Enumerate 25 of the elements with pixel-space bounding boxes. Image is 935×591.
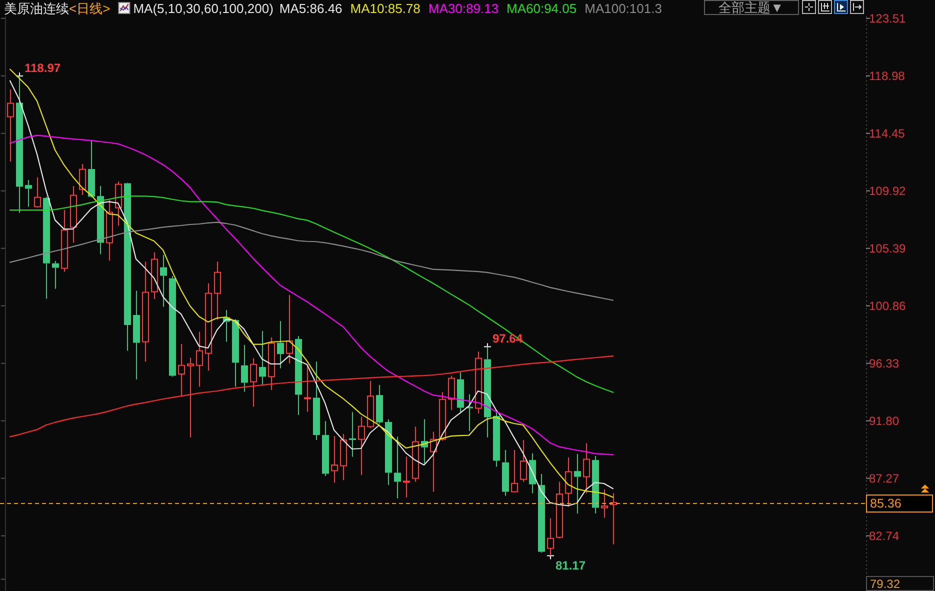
subtitle: <日线> <box>69 1 110 16</box>
y-tick-label: 79.32 <box>866 576 934 591</box>
y-tick-label: 118.98 <box>869 68 905 83</box>
button: 全部主题▼ <box>704 0 799 15</box>
y-tick-label: 109.92 <box>869 184 906 198</box>
legend-item: MA100:101.3 <box>584 1 662 16</box>
legend-item: MA10:85.78 <box>350 1 420 16</box>
y-tick-label: 96.33 <box>869 356 900 370</box>
ref-line-label: 85.36 <box>866 494 933 512</box>
y-tick-label: 82.74 <box>869 528 900 543</box>
annotation: 118.97 <box>24 61 61 76</box>
y-tick-label: 100.86 <box>869 298 906 313</box>
legend-item: MA30:89.13 <box>428 1 498 16</box>
y-tick-label: 91.80 <box>869 414 900 428</box>
y-tick-label: 79.32 <box>870 577 900 591</box>
annotation: 81.17 <box>556 558 586 573</box>
ref-line-label: 85.36 <box>870 496 902 510</box>
y-tick-label: 114.45 <box>869 126 905 140</box>
y-tick-label: 87.27 <box>869 471 900 486</box>
legend-item: MA5:86.46 <box>279 1 342 16</box>
y-tick-label: 123.51 <box>869 11 906 26</box>
y-tick-label: 105.39 <box>869 241 906 256</box>
title: 美原油连续 <box>4 1 69 16</box>
legend-title: MA(5,10,30,60,100,200) <box>133 1 274 16</box>
legend-item: MA60:94.05 <box>506 1 577 16</box>
